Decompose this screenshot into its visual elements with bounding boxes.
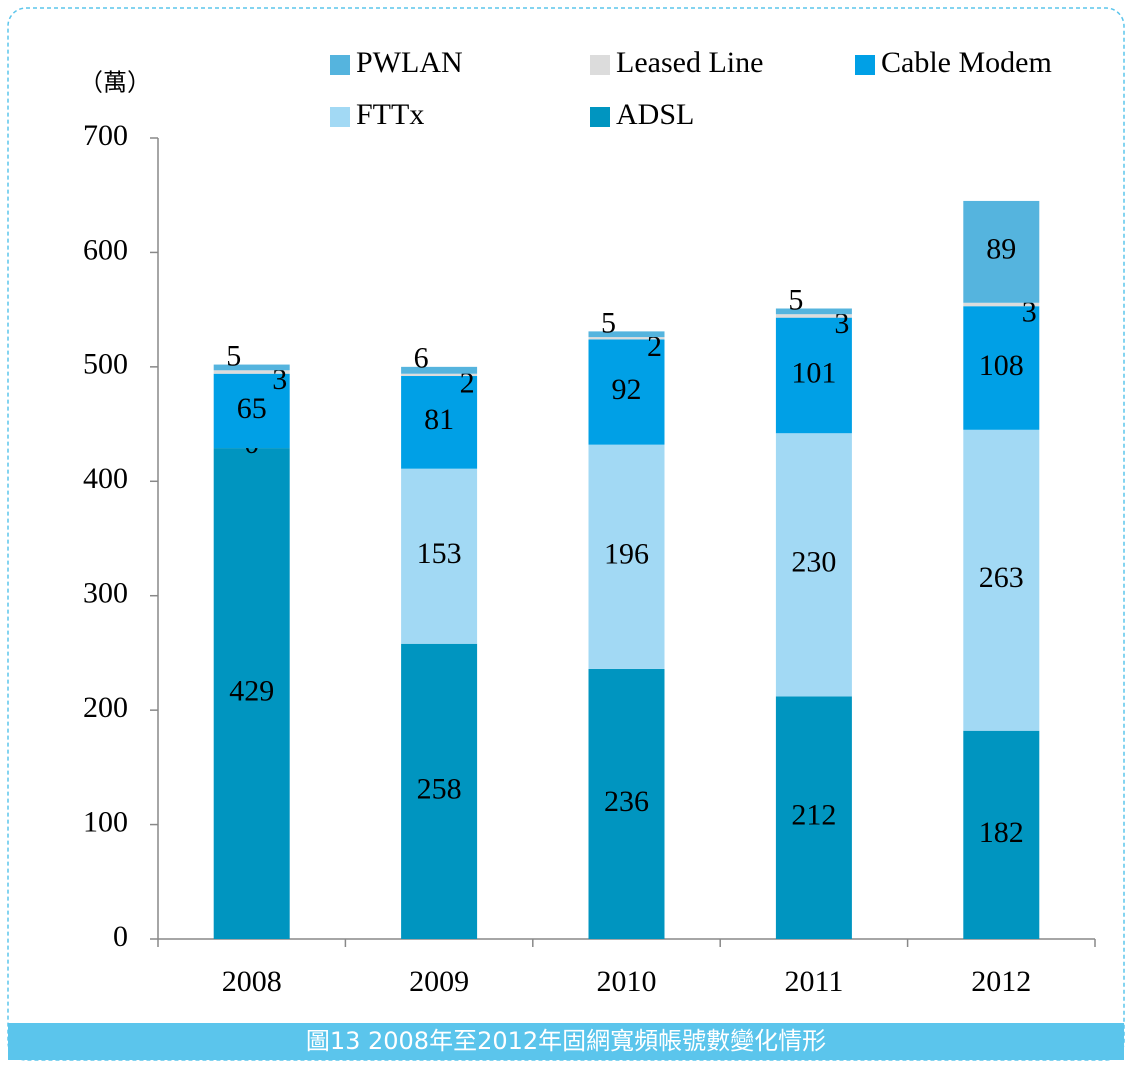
data-label: 3	[272, 363, 287, 396]
y-tick-label: 300	[83, 577, 128, 610]
bar-segment	[213, 370, 290, 374]
data-label: 230	[791, 546, 836, 579]
bar-segment	[963, 306, 1040, 430]
x-tick-label: 2008	[222, 965, 282, 998]
bar-segment	[775, 317, 852, 434]
bar-segment	[401, 376, 478, 469]
bar-segment	[963, 200, 1040, 303]
data-label: 89	[986, 233, 1016, 266]
data-label: 258	[417, 772, 462, 805]
bar-segment	[775, 696, 852, 939]
bar-segment	[588, 331, 665, 338]
legend-label: PWLAN	[356, 46, 463, 79]
bar-segment	[213, 364, 290, 371]
data-label: 2	[647, 330, 662, 363]
data-label: 92	[612, 373, 642, 406]
legend-label: Leased Line	[616, 46, 763, 79]
bar-segment	[588, 337, 665, 340]
data-label: 429	[229, 674, 274, 707]
data-label: 6	[414, 342, 429, 375]
bar-segment	[775, 308, 852, 315]
bar-segment	[963, 302, 1040, 307]
legend-swatch	[590, 55, 610, 75]
data-label: 153	[417, 537, 462, 570]
legend-label: Cable Modem	[881, 46, 1052, 79]
y-tick-label: 0	[113, 920, 128, 953]
frame	[7, 7, 1125, 1061]
y-tick-label: 200	[83, 691, 128, 724]
y-tick-label: 400	[83, 462, 128, 495]
data-label: 5	[788, 283, 803, 316]
bar-segment	[401, 373, 478, 377]
data-label: 236	[604, 785, 649, 818]
bar-segment	[588, 444, 665, 669]
bar-segment	[588, 339, 665, 445]
bar-segment	[775, 433, 852, 697]
bar-segment	[775, 314, 852, 318]
unit-label: （萬）	[79, 70, 151, 97]
x-tick-label: 2011	[784, 965, 843, 998]
caption-bar	[8, 1023, 1124, 1060]
legend-swatch	[590, 107, 610, 127]
y-tick-label: 700	[83, 119, 128, 152]
bar-segment	[963, 429, 1040, 731]
y-tick-label: 500	[83, 348, 128, 381]
bar-segment	[401, 643, 478, 939]
bar-segment	[401, 468, 478, 644]
bar-segment	[401, 366, 478, 374]
x-tick-label: 2010	[597, 965, 657, 998]
x-tick-label: 2009	[409, 965, 469, 998]
legend-label: FTTx	[356, 98, 424, 131]
data-label: 3	[834, 307, 849, 340]
legend-swatch	[330, 107, 350, 127]
data-label: 65	[237, 392, 267, 425]
data-label: 2	[460, 367, 475, 400]
legend-label: ADSL	[616, 98, 694, 131]
data-label: 108	[979, 349, 1024, 382]
data-label: 81	[424, 403, 454, 436]
data-label: 3	[1022, 296, 1037, 329]
data-label: 212	[791, 799, 836, 832]
bar-segment	[213, 448, 290, 939]
y-tick-label: 100	[83, 805, 128, 838]
legend-swatch	[855, 55, 875, 75]
y-tick-label: 600	[83, 233, 128, 266]
caption: 圖13 2008年至2012年固網寬頻帳號數變化情形	[306, 1027, 826, 1055]
data-label: 263	[979, 561, 1024, 594]
legend-swatch	[330, 55, 350, 75]
data-label: 5	[226, 339, 241, 372]
data-label: 5	[601, 306, 616, 339]
data-label: 196	[604, 538, 649, 571]
bar-segment	[588, 668, 665, 939]
x-tick-label: 2012	[971, 965, 1031, 998]
data-label: 101	[791, 356, 836, 389]
bar-segment	[213, 373, 290, 449]
bar-segment	[963, 730, 1040, 939]
data-label: 182	[979, 816, 1024, 849]
